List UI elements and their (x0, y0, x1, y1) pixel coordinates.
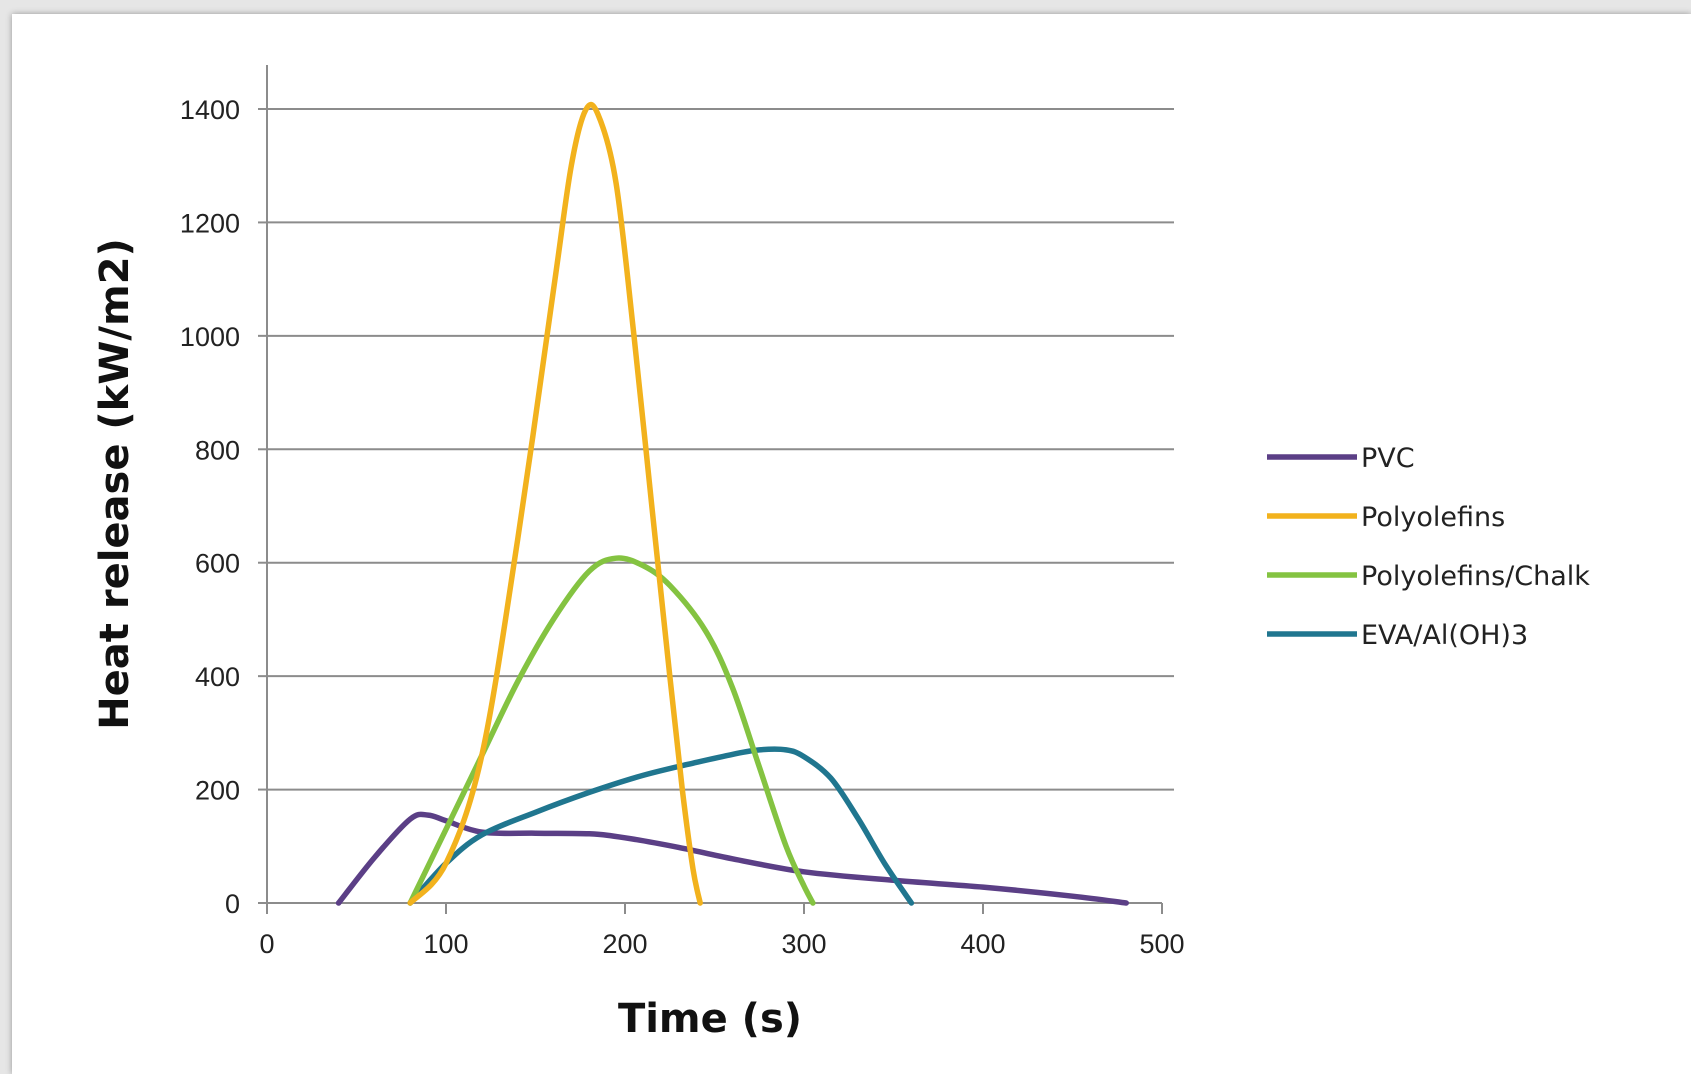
y-tick-label: 600 (195, 549, 240, 579)
legend-label: EVA/Al(OH)3 (1361, 620, 1528, 651)
y-tick-label: 1000 (180, 322, 240, 352)
x-axis-title: Time (s) (618, 996, 802, 1042)
x-tick-label: 300 (781, 929, 826, 959)
gridlines (267, 108, 1174, 791)
chart-panel: 0 200 400 600 800 1000 1200 1400 0 100 200 300 400 5… (12, 14, 1691, 1074)
legend-label: Polyolefins (1361, 502, 1505, 533)
legend: PVC Polyolefins Polyolefins/Chalk EVA/Al(OH… (1267, 443, 1590, 651)
line-chart: 0 200 400 600 800 1000 1200 1400 0 100 200 300 400 5… (92, 65, 1590, 1042)
series-line-pvc (335, 811, 1129, 906)
x-tick-label: 200 (602, 929, 647, 959)
x-tick-label: 500 (1139, 929, 1184, 959)
legend-label: Polyolefins/Chalk (1361, 561, 1590, 592)
x-tick-label: 100 (423, 929, 468, 959)
x-axis-ticks: 0 100 200 300 400 500 (259, 903, 1185, 959)
y-tick-label: 1400 (180, 95, 240, 125)
axes (266, 65, 1162, 904)
y-tick-label: 200 (195, 776, 240, 806)
y-tick-label: 800 (195, 435, 240, 465)
legend-label: PVC (1361, 443, 1415, 474)
y-tick-label: 1200 (180, 208, 240, 238)
series-line-polyolefins (407, 101, 703, 906)
y-axis-ticks: 0 200 400 600 800 1000 1200 1400 (180, 95, 267, 919)
series-lines (335, 101, 1129, 906)
y-axis-title: Heat release (kW/m2) (92, 238, 138, 730)
y-tick-label: 400 (195, 662, 240, 692)
y-tick-label: 0 (225, 889, 240, 919)
x-tick-label: 0 (259, 929, 274, 959)
series-line-polyolefins-chalk (407, 555, 816, 906)
x-tick-label: 400 (960, 929, 1005, 959)
series-line-eva-al-oh-3 (407, 746, 915, 906)
